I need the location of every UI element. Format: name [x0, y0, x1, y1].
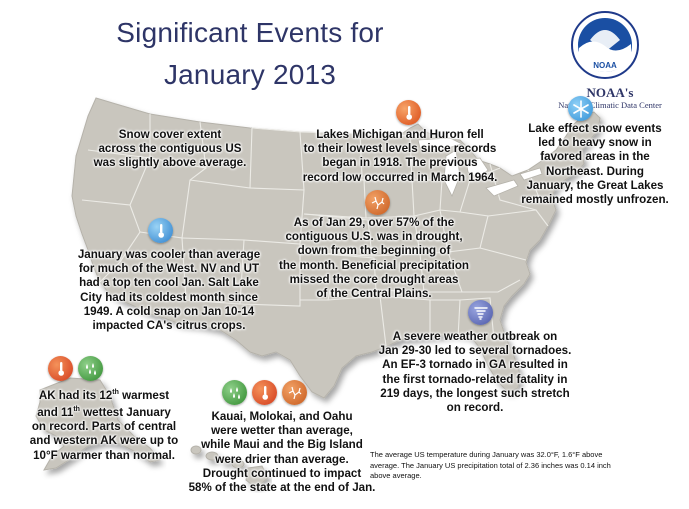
annotation-cool-west: January was cooler than average for much…: [77, 248, 261, 333]
annotation-snow-cover: Snow cover extent across the contiguous …: [93, 128, 247, 170]
alaska-landmass: [35, 377, 161, 471]
thermometer-warm-icon: [396, 100, 421, 125]
hawaii-islands: [190, 445, 269, 489]
annotation-lake-effect-snow: Lake effect snow events led to heavy sno…: [521, 122, 669, 207]
national-summary-footnote: The average US temperature during Januar…: [370, 450, 611, 480]
title-line-1: Significant Events for: [116, 17, 384, 48]
state-borders: [81, 114, 556, 347]
noaa-emblem-text: NOAA: [593, 61, 617, 70]
title-line-2: January 2013: [163, 59, 337, 90]
alaska-warm-icon: [48, 356, 73, 381]
hawaii-drought-icon: [282, 380, 307, 405]
alaska-wet-icon: [78, 356, 103, 381]
annotation-lakes-michigan-huron: Lakes Michigan and Huron fell to their l…: [302, 128, 498, 184]
noaa-center-name: National Climatic Data Center: [558, 100, 662, 110]
noaa-name: NOAA's: [586, 85, 634, 100]
noaa-logo-emblem: NOAA: [571, 11, 639, 79]
annotation-tornado: A severe weather outbreak on Jan 29-30 l…: [378, 330, 572, 415]
page-title: Significant Events for January 2013: [100, 16, 400, 92]
thermometer-cold-icon: [148, 218, 173, 243]
hawaii-wet-icon: [222, 380, 247, 405]
tornado-icon: [468, 300, 493, 325]
drought-icon: [365, 190, 390, 215]
annotation-hawaii: Kauai, Molokai, and Oahu were wetter tha…: [188, 410, 376, 495]
hawaii-warm-icon: [252, 380, 277, 405]
annotation-drought: As of Jan 29, over 57% of the contiguous…: [278, 216, 470, 301]
contiguous-us-landmass: [71, 97, 601, 399]
noaa-wordmark: NOAA's National Climatic Data Center: [540, 86, 680, 111]
snowflake-icon: [568, 96, 593, 121]
annotation-alaska: AK had its 12th warmest and 11th wettest…: [29, 388, 179, 462]
great-lakes: [417, 137, 543, 197]
